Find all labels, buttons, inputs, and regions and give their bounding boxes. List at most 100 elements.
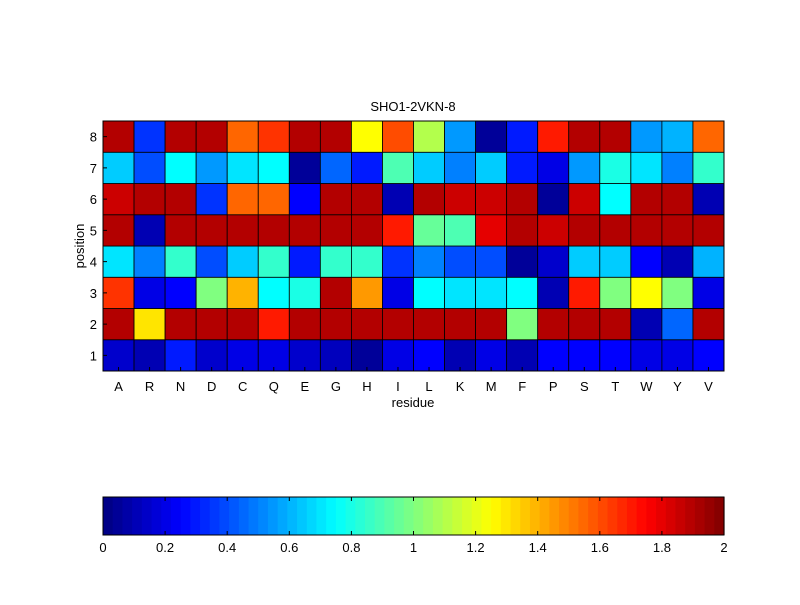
heatmap-cell-K-8 <box>444 120 476 153</box>
colorbar-segment <box>277 497 288 535</box>
colorbar-segment <box>200 497 211 535</box>
heatmap-cell-W-4 <box>630 245 663 278</box>
heatmap-cell-W-1 <box>630 339 663 372</box>
heatmap-cell-G-2 <box>319 308 352 341</box>
heatmap-cell-W-7 <box>630 151 663 184</box>
heatmap-cell-F-6 <box>506 183 539 216</box>
heatmap-cell-K-4 <box>444 245 476 278</box>
heatmap-cell-Y-7 <box>661 151 694 184</box>
heatmap-cell-D-6 <box>195 183 228 216</box>
heatmap-cell-S-4 <box>568 245 601 278</box>
heatmap-cell-T-7 <box>599 151 632 184</box>
heatmap-cell-D-8 <box>195 120 228 153</box>
colorbar-segment <box>539 497 550 535</box>
x-tick-label-C: C <box>238 379 247 394</box>
heatmap-cell-A-7 <box>102 151 135 184</box>
colorbar-segment <box>209 497 221 535</box>
heatmap-cell-L-5 <box>413 214 445 247</box>
heatmap-cell-P-3 <box>537 276 570 309</box>
heatmap-cell-P-4 <box>537 245 570 278</box>
colorbar-tick-label-0.4: 0.4 <box>218 540 236 555</box>
colorbar-segment <box>161 497 172 535</box>
colorbar-segment <box>510 497 521 535</box>
colorbar-segment <box>374 497 385 535</box>
colorbar-segment <box>219 497 230 535</box>
heatmap-cell-N-8 <box>164 120 197 153</box>
heatmap-cell-Y-1 <box>661 339 694 372</box>
colorbar-segment <box>306 497 318 535</box>
heatmap-cell-T-6 <box>599 183 632 216</box>
heatmap-cell-L-6 <box>413 183 445 216</box>
colorbar-segment <box>229 497 240 535</box>
plot-frame <box>102 120 725 372</box>
heatmap-cell-L-4 <box>413 245 445 278</box>
heatmap-cell-A-8 <box>102 120 135 153</box>
colorbar-segment <box>549 497 560 535</box>
heatmap-cell-S-7 <box>568 151 601 184</box>
colorbar-segment <box>287 497 298 535</box>
colorbar-segment <box>103 497 114 535</box>
y-tick-label-5: 5 <box>90 223 97 238</box>
colorbar-segment <box>364 497 376 535</box>
chart-title: SHO1-2VKN-8 <box>370 99 455 114</box>
colorbar-segment <box>403 497 415 535</box>
heatmap-cell-Q-5 <box>257 214 290 247</box>
heatmap-cell-Q-1 <box>257 339 290 372</box>
x-tick-label-T: T <box>611 379 619 394</box>
colorbar-tick-label-1.4: 1.4 <box>529 540 547 555</box>
heatmap-cell-K-3 <box>444 276 476 309</box>
heatmap-cell-W-5 <box>630 214 663 247</box>
heatmap-cell-R-2 <box>133 308 166 341</box>
heatmap-cell-C-8 <box>226 120 259 153</box>
heatmap-cell-H-1 <box>350 339 383 372</box>
heatmap-cell-M-6 <box>475 183 508 216</box>
heatmap-cell-G-8 <box>319 120 352 153</box>
heatmap-cell-L-7 <box>413 151 445 184</box>
heatmap-cell-N-3 <box>164 276 197 309</box>
heatmap-cell-Y-6 <box>661 183 694 216</box>
heatmap-cell-S-8 <box>568 120 601 153</box>
colorbar-segment <box>481 497 492 535</box>
x-tick-label-L: L <box>425 379 432 394</box>
heatmap-cell-A-6 <box>102 183 135 216</box>
heatmap-cell-A-5 <box>102 214 135 247</box>
y-tick-label-8: 8 <box>90 130 97 145</box>
colorbar-segment <box>462 497 473 535</box>
colorbar-segment <box>665 497 677 535</box>
colorbar-segment <box>151 497 162 535</box>
x-tick-label-H: H <box>362 379 371 394</box>
heatmap-cell-D-2 <box>195 308 228 341</box>
x-tick-label-P: P <box>549 379 558 394</box>
heatmap-cell-A-4 <box>102 245 135 278</box>
colorbar-segment <box>520 497 531 535</box>
heatmap-cell-D-5 <box>195 214 228 247</box>
colorbar-segment <box>685 497 696 535</box>
colorbar-tick-label-2: 2 <box>720 540 727 555</box>
colorbar-segment <box>442 497 453 535</box>
heatmap-cell-I-1 <box>382 339 414 372</box>
heatmap-cell-E-2 <box>288 308 321 341</box>
colorbar-segment <box>297 497 308 535</box>
heatmap-cell-C-7 <box>226 151 259 184</box>
x-tick-label-M: M <box>486 379 497 394</box>
colorbar-segment <box>432 497 444 535</box>
colorbar-segment <box>316 497 327 535</box>
y-axis-label: position <box>72 224 87 269</box>
heatmap-cell-V-3 <box>692 276 725 309</box>
x-tick-label-Y: Y <box>673 379 682 394</box>
heatmap-cell-I-5 <box>382 214 414 247</box>
heatmap-cell-K-7 <box>444 151 476 184</box>
heatmap-cell-D-4 <box>195 245 228 278</box>
heatmap-cell-S-6 <box>568 183 601 216</box>
colorbar-segment <box>122 497 133 535</box>
heatmap-cell-E-3 <box>288 276 321 309</box>
x-tick-label-D: D <box>207 379 216 394</box>
colorbar-segment <box>704 497 715 535</box>
heatmap-cell-F-7 <box>506 151 539 184</box>
colorbar-tick-label-1.2: 1.2 <box>467 540 485 555</box>
heatmap-cell-R-7 <box>133 151 166 184</box>
heatmap-cell-M-3 <box>475 276 508 309</box>
heatmap-cell-R-5 <box>133 214 166 247</box>
heatmap-cell-P-2 <box>537 308 570 341</box>
